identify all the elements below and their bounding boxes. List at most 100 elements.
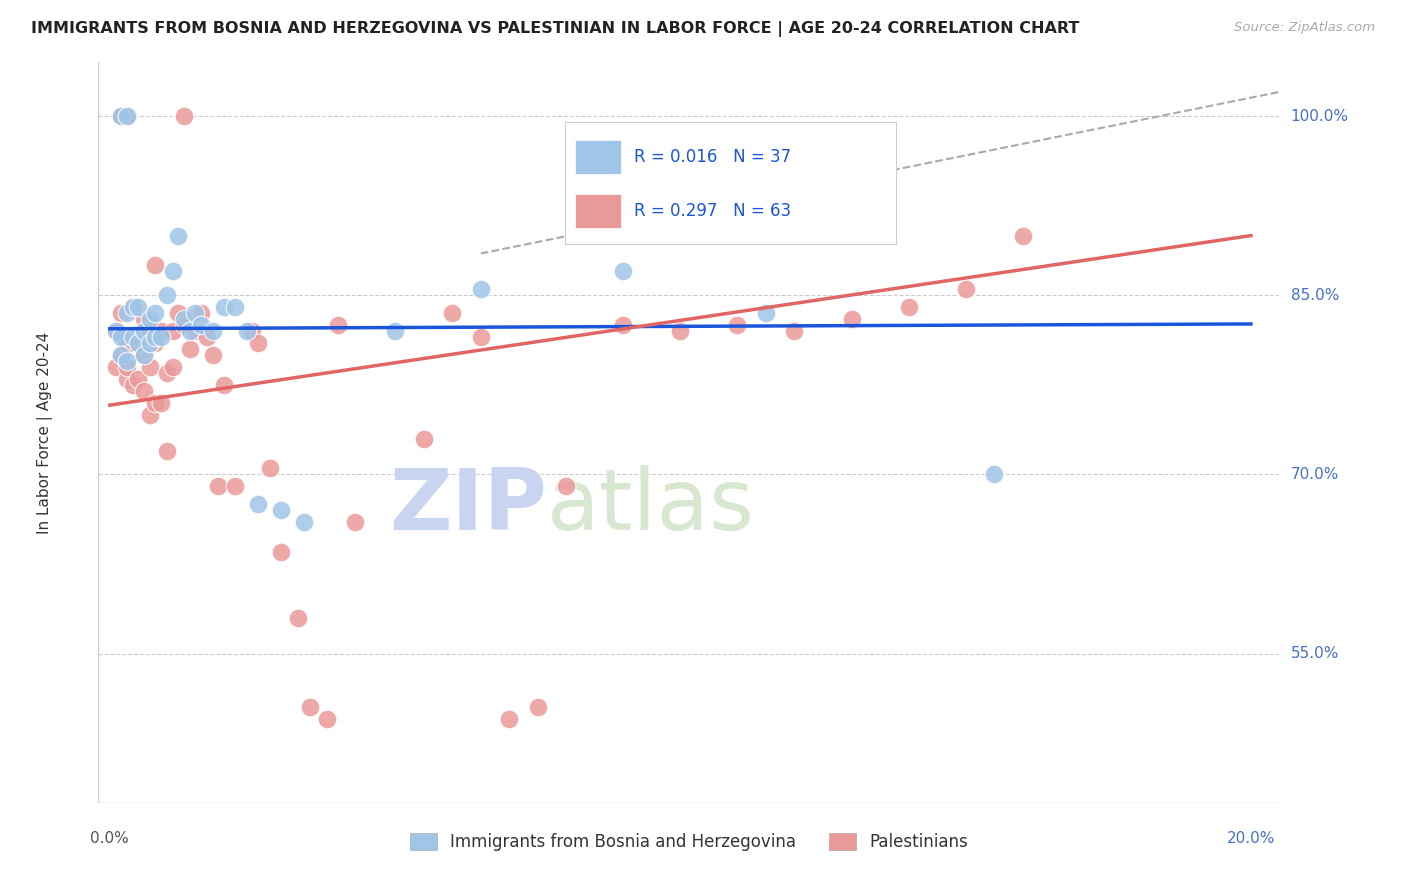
- Point: [669, 324, 692, 338]
- Point: [115, 372, 138, 386]
- Point: [412, 432, 434, 446]
- Point: [139, 336, 162, 351]
- Point: [132, 348, 155, 362]
- Point: [287, 610, 309, 624]
- Point: [270, 545, 292, 559]
- Point: [162, 264, 184, 278]
- Point: [247, 497, 270, 511]
- Point: [173, 109, 195, 123]
- Legend: Immigrants from Bosnia and Herzegovina, Palestinians: Immigrants from Bosnia and Herzegovina, …: [404, 826, 974, 857]
- Point: [132, 348, 155, 362]
- Point: [190, 318, 212, 333]
- Point: [139, 408, 162, 422]
- Point: [115, 336, 138, 351]
- Point: [167, 306, 190, 320]
- Point: [612, 264, 634, 278]
- Point: [127, 336, 149, 351]
- Point: [110, 330, 132, 344]
- Point: [173, 318, 195, 333]
- Point: [201, 348, 224, 362]
- Point: [498, 712, 520, 726]
- Point: [298, 700, 321, 714]
- Point: [207, 479, 229, 493]
- Point: [190, 306, 212, 320]
- Point: [236, 324, 259, 338]
- Point: [132, 312, 155, 326]
- Point: [127, 300, 149, 314]
- Point: [145, 336, 167, 351]
- Point: [755, 306, 778, 320]
- Point: [897, 300, 920, 314]
- Point: [115, 109, 138, 123]
- Point: [115, 359, 138, 374]
- Point: [470, 282, 492, 296]
- Point: [145, 306, 167, 320]
- Point: [110, 109, 132, 123]
- Point: [150, 330, 173, 344]
- Point: [201, 324, 224, 338]
- Text: 85.0%: 85.0%: [1291, 288, 1339, 302]
- Point: [162, 359, 184, 374]
- Point: [526, 700, 548, 714]
- Text: IMMIGRANTS FROM BOSNIA AND HERZEGOVINA VS PALESTINIAN IN LABOR FORCE | AGE 20-24: IMMIGRANTS FROM BOSNIA AND HERZEGOVINA V…: [31, 21, 1080, 37]
- Point: [212, 300, 235, 314]
- Point: [121, 377, 143, 392]
- Point: [150, 396, 173, 410]
- Point: [783, 324, 806, 338]
- Point: [110, 306, 132, 320]
- Point: [725, 318, 748, 333]
- Point: [139, 359, 162, 374]
- Point: [110, 109, 132, 123]
- Point: [145, 259, 167, 273]
- Point: [156, 443, 179, 458]
- Point: [184, 306, 207, 320]
- Point: [470, 330, 492, 344]
- Point: [179, 342, 201, 356]
- Point: [139, 324, 162, 338]
- Point: [115, 109, 138, 123]
- Point: [983, 467, 1005, 482]
- Text: 70.0%: 70.0%: [1291, 467, 1339, 482]
- Point: [104, 359, 127, 374]
- Text: 0.0%: 0.0%: [90, 830, 129, 846]
- Text: Source: ZipAtlas.com: Source: ZipAtlas.com: [1234, 21, 1375, 34]
- Point: [326, 318, 349, 333]
- Point: [115, 306, 138, 320]
- Point: [104, 324, 127, 338]
- Text: atlas: atlas: [547, 465, 755, 549]
- Point: [110, 348, 132, 362]
- Point: [121, 300, 143, 314]
- Point: [224, 479, 246, 493]
- Point: [292, 515, 315, 529]
- Point: [555, 479, 578, 493]
- Text: In Labor Force | Age 20-24: In Labor Force | Age 20-24: [38, 332, 53, 533]
- Text: 100.0%: 100.0%: [1291, 109, 1348, 124]
- Point: [121, 330, 143, 344]
- Point: [247, 336, 270, 351]
- Point: [167, 228, 190, 243]
- Point: [139, 312, 162, 326]
- Text: 20.0%: 20.0%: [1227, 830, 1275, 846]
- Point: [132, 324, 155, 338]
- Point: [127, 336, 149, 351]
- Point: [224, 300, 246, 314]
- Point: [1011, 228, 1033, 243]
- Point: [110, 348, 132, 362]
- Point: [270, 503, 292, 517]
- Point: [145, 396, 167, 410]
- Point: [115, 354, 138, 368]
- Point: [121, 336, 143, 351]
- Point: [955, 282, 977, 296]
- Point: [612, 318, 634, 333]
- Point: [259, 461, 281, 475]
- Point: [162, 324, 184, 338]
- Text: 55.0%: 55.0%: [1291, 646, 1339, 661]
- Text: ZIP: ZIP: [389, 465, 547, 549]
- Point: [121, 300, 143, 314]
- Point: [150, 324, 173, 338]
- Point: [156, 288, 179, 302]
- Point: [145, 330, 167, 344]
- Point: [344, 515, 367, 529]
- Point: [184, 324, 207, 338]
- Point: [127, 372, 149, 386]
